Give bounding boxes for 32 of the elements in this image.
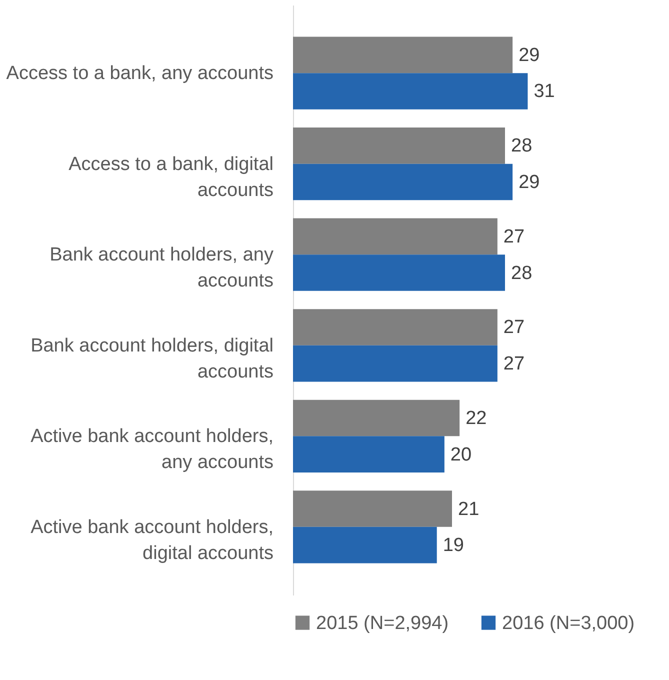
data-label: 29 xyxy=(518,44,540,66)
data-label: 28 xyxy=(511,262,532,284)
bar xyxy=(293,164,513,200)
data-label: 27 xyxy=(503,354,525,375)
bar xyxy=(293,73,528,110)
data-label: 27 xyxy=(503,317,525,338)
data-label: 27 xyxy=(503,226,525,248)
data-label: 21 xyxy=(458,498,480,520)
bar xyxy=(293,526,437,564)
y-tick-label: Active bank account holders, digital accounts xyxy=(30,516,274,564)
data-label: 20 xyxy=(450,444,472,466)
bar xyxy=(293,490,452,527)
data-label: 22 xyxy=(466,408,487,429)
bar xyxy=(293,436,444,472)
bar xyxy=(293,400,460,436)
y-tick-label: Bank account holders, digital accounts xyxy=(30,335,274,382)
bar xyxy=(293,254,505,291)
data-label: 28 xyxy=(511,136,532,157)
data-label: 31 xyxy=(534,81,555,102)
legend-label: 2015 (N=2,994) xyxy=(316,612,449,634)
bar xyxy=(293,218,498,255)
bar xyxy=(293,36,513,74)
bar xyxy=(293,309,498,346)
bar xyxy=(293,345,498,382)
y-tick-label: Active bank account holders, any accounts xyxy=(30,426,274,474)
y-tick-label: Access to a bank, any accounts xyxy=(6,63,274,84)
data-label: 29 xyxy=(518,172,540,193)
bar xyxy=(293,128,505,164)
y-tick-label: Access to a bank, digital accounts xyxy=(68,154,274,201)
y-tick-label: Bank account holders, any accounts xyxy=(50,244,274,292)
data-label: 19 xyxy=(442,535,464,556)
legend-label: 2016 (N=3,000) xyxy=(502,612,635,634)
